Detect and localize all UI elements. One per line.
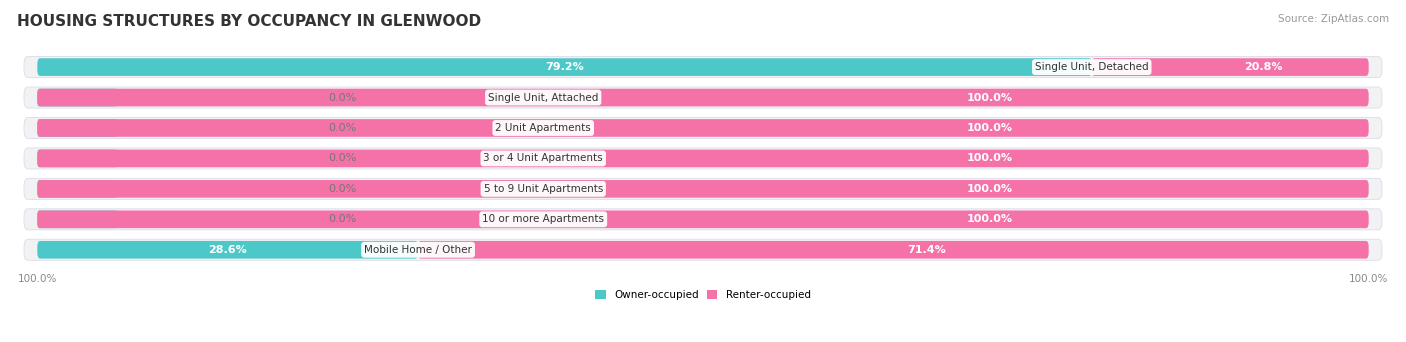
FancyBboxPatch shape bbox=[38, 58, 1091, 76]
FancyBboxPatch shape bbox=[24, 148, 1382, 169]
FancyBboxPatch shape bbox=[38, 89, 1368, 106]
FancyBboxPatch shape bbox=[24, 87, 1382, 108]
FancyBboxPatch shape bbox=[418, 241, 1368, 259]
Text: 0.0%: 0.0% bbox=[329, 93, 357, 103]
Text: 5 to 9 Unit Apartments: 5 to 9 Unit Apartments bbox=[484, 184, 603, 194]
Text: 10 or more Apartments: 10 or more Apartments bbox=[482, 214, 605, 224]
Text: Single Unit, Detached: Single Unit, Detached bbox=[1035, 62, 1149, 72]
Text: 100.0%: 100.0% bbox=[966, 154, 1012, 163]
Text: 100.0%: 100.0% bbox=[966, 184, 1012, 194]
FancyBboxPatch shape bbox=[24, 118, 1382, 139]
Text: 28.6%: 28.6% bbox=[208, 245, 247, 255]
FancyBboxPatch shape bbox=[38, 241, 418, 259]
FancyBboxPatch shape bbox=[24, 179, 1382, 199]
Text: 0.0%: 0.0% bbox=[329, 184, 357, 194]
Text: 79.2%: 79.2% bbox=[546, 62, 583, 72]
Text: Single Unit, Attached: Single Unit, Attached bbox=[488, 93, 599, 103]
FancyBboxPatch shape bbox=[38, 210, 117, 228]
Legend: Owner-occupied, Renter-occupied: Owner-occupied, Renter-occupied bbox=[595, 290, 811, 300]
Text: Mobile Home / Other: Mobile Home / Other bbox=[364, 245, 472, 255]
Text: 0.0%: 0.0% bbox=[329, 214, 357, 224]
Text: 20.8%: 20.8% bbox=[1244, 62, 1282, 72]
Text: 0.0%: 0.0% bbox=[329, 154, 357, 163]
FancyBboxPatch shape bbox=[1091, 58, 1368, 76]
FancyBboxPatch shape bbox=[24, 56, 1382, 78]
FancyBboxPatch shape bbox=[38, 89, 117, 106]
FancyBboxPatch shape bbox=[24, 239, 1382, 260]
FancyBboxPatch shape bbox=[38, 119, 117, 137]
Text: 100.0%: 100.0% bbox=[966, 93, 1012, 103]
Text: 100.0%: 100.0% bbox=[966, 214, 1012, 224]
FancyBboxPatch shape bbox=[38, 180, 117, 198]
Text: 2 Unit Apartments: 2 Unit Apartments bbox=[495, 123, 591, 133]
FancyBboxPatch shape bbox=[38, 149, 117, 167]
Text: HOUSING STRUCTURES BY OCCUPANCY IN GLENWOOD: HOUSING STRUCTURES BY OCCUPANCY IN GLENW… bbox=[17, 14, 481, 29]
FancyBboxPatch shape bbox=[38, 210, 1368, 228]
Text: Source: ZipAtlas.com: Source: ZipAtlas.com bbox=[1278, 14, 1389, 24]
FancyBboxPatch shape bbox=[38, 180, 1368, 198]
FancyBboxPatch shape bbox=[38, 149, 1368, 167]
FancyBboxPatch shape bbox=[38, 119, 1368, 137]
Text: 3 or 4 Unit Apartments: 3 or 4 Unit Apartments bbox=[484, 154, 603, 163]
Text: 0.0%: 0.0% bbox=[329, 123, 357, 133]
Text: 100.0%: 100.0% bbox=[966, 123, 1012, 133]
FancyBboxPatch shape bbox=[24, 209, 1382, 230]
Text: 71.4%: 71.4% bbox=[907, 245, 946, 255]
